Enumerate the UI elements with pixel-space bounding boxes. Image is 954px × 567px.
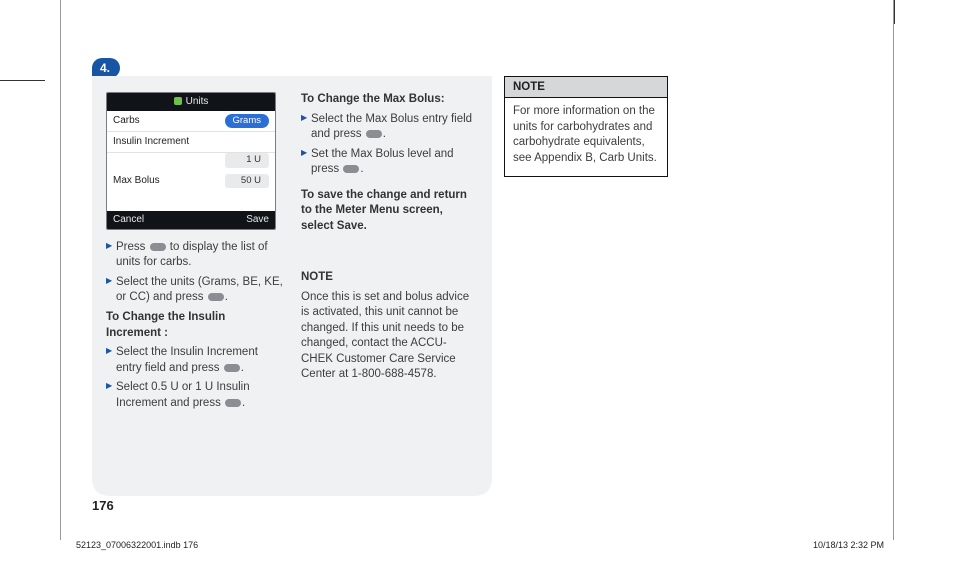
list-item: Select the Max Bolus entry field and pre…: [301, 112, 478, 143]
crop-mark: [894, 0, 895, 24]
section-heading: To Change the Insulin Increment :: [106, 310, 283, 341]
list-item: Set the Max Bolus level and press .: [301, 147, 478, 178]
bullet-list: Select the Max Bolus entry field and pre…: [301, 112, 478, 178]
column-right: To Change the Max Bolus: Select the Max …: [301, 92, 478, 421]
button-icon: [208, 293, 224, 301]
button-icon: [366, 130, 382, 138]
section-heading: To save the change and return to the Met…: [301, 188, 478, 235]
button-icon: [343, 165, 359, 173]
page-number: 176: [92, 498, 114, 513]
note-body: Once this is set and bolus advice is act…: [301, 290, 478, 383]
device-row-value: 1 U: [225, 153, 269, 168]
device-footer: Cancel Save: [107, 211, 275, 229]
device-row-value: 50 U: [225, 174, 269, 189]
note-box: NOTE For more information on the units f…: [504, 76, 668, 177]
device-row-label: Max Bolus: [113, 174, 160, 188]
device-cancel: Cancel: [113, 213, 144, 227]
section-heading: To Change the Max Bolus:: [301, 92, 478, 108]
list-item: Select the Insulin Increment entry field…: [106, 345, 283, 376]
list-item: Select 0.5 U or 1 U Insulin Increment an…: [106, 380, 283, 411]
button-icon: [225, 399, 241, 407]
column-left: Units Carbs Grams Insulin Increment 1 U …: [106, 92, 283, 421]
bullet-list: Press to display the list of units for c…: [106, 240, 283, 306]
device-row-label: Insulin Increment: [113, 135, 189, 149]
instruction-panel: Units Carbs Grams Insulin Increment 1 U …: [92, 76, 492, 496]
list-text: to display the list of units for carbs.: [116, 241, 268, 269]
device-save: Save: [246, 213, 269, 227]
button-icon: [224, 364, 240, 372]
list-text: Select the Max Bolus entry field and pre…: [311, 113, 472, 141]
device-screenshot: Units Carbs Grams Insulin Increment 1 U …: [106, 92, 276, 230]
crop-mark: [0, 80, 45, 81]
note-box-body: For more information on the units for ca…: [505, 98, 667, 176]
list-text: Set the Max Bolus level and press: [311, 148, 454, 176]
device-row-label: Carbs: [113, 114, 140, 128]
note-box-heading: NOTE: [505, 77, 667, 98]
footer-left: 52123_07006322001.indb 176: [76, 540, 198, 550]
device-row: Max Bolus 50 U: [107, 171, 275, 192]
note-heading: NOTE: [301, 270, 478, 286]
device-row-value: Grams: [225, 114, 270, 129]
bullet-list: Select the Insulin Increment entry field…: [106, 345, 283, 411]
list-item: Select the units (Grams, BE, KE, or CC) …: [106, 275, 283, 306]
step-badge: 4.: [92, 58, 120, 78]
device-row: Insulin Increment: [107, 132, 275, 153]
device-title: Units: [186, 96, 209, 107]
device-row: 1 U: [107, 153, 275, 171]
device-row: Carbs Grams: [107, 111, 275, 133]
device-titlebar: Units: [107, 93, 275, 111]
footer-right: 10/18/13 2:32 PM: [813, 540, 884, 550]
list-text: Select the units (Grams, BE, KE, or CC) …: [116, 276, 283, 304]
list-item: Press to display the list of units for c…: [106, 240, 283, 271]
units-icon: [174, 97, 182, 105]
button-icon: [150, 243, 166, 251]
